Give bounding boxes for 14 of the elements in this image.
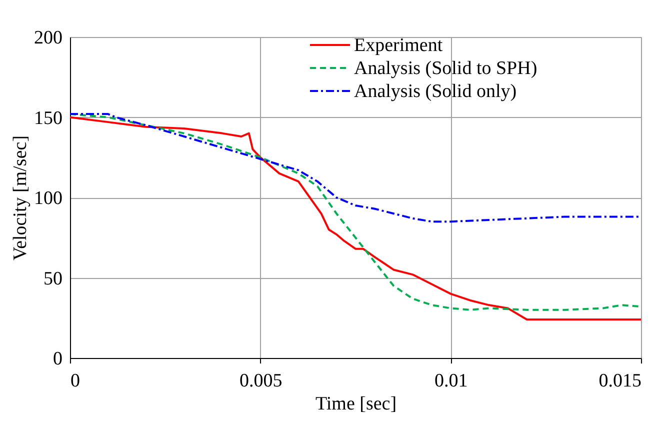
y-axis-title: Velocity [m/sec] <box>10 135 31 261</box>
x-tick-label: 0 <box>70 370 80 392</box>
y-tick-label: 200 <box>34 28 62 48</box>
y-tick-label: 150 <box>34 108 62 129</box>
y-tick-label: 50 <box>44 268 62 290</box>
x-tick-label: 0.015 <box>598 370 642 392</box>
x-tick-label: 0.01 <box>434 370 468 392</box>
x-tick-label: 0.005 <box>239 370 282 392</box>
y-tick-label: 0 <box>53 348 62 370</box>
legend-label: Analysis (Solid to SPH) <box>354 58 538 79</box>
legend-label: Analysis (Solid only) <box>354 81 517 102</box>
legend-label: Experiment <box>354 35 444 56</box>
y-tick-label: 100 <box>34 188 62 209</box>
x-axis-title: Time [sec] <box>315 394 397 414</box>
